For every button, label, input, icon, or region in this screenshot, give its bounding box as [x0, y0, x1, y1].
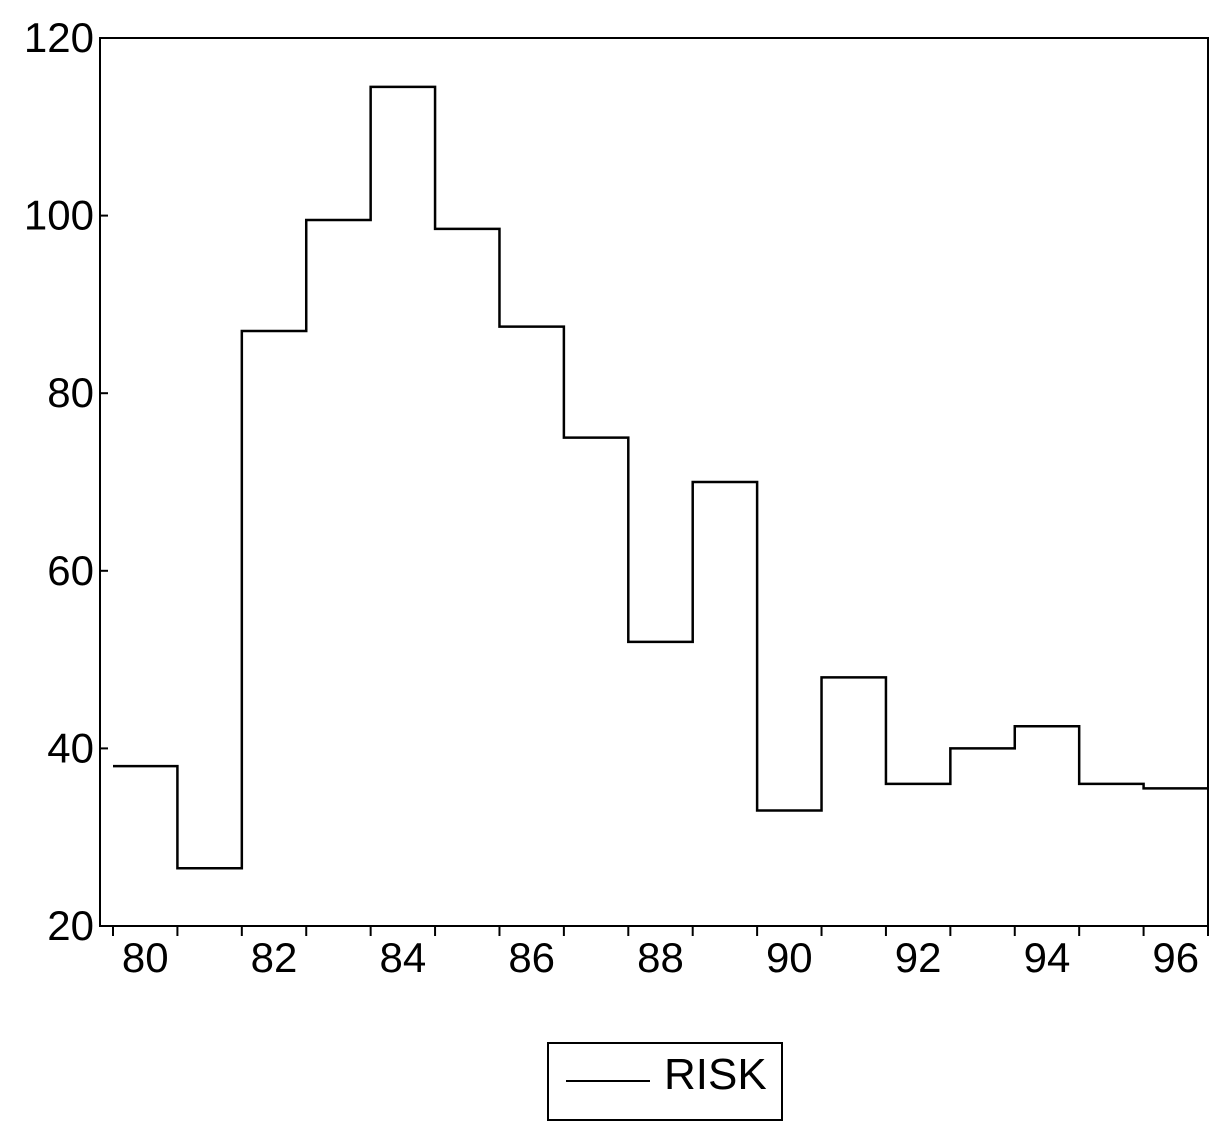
plot-frame	[99, 37, 1209, 927]
x-tick-label: 84	[379, 934, 426, 981]
legend-label-risk: RISK	[664, 1050, 767, 1099]
x-tick-label: 92	[895, 934, 942, 981]
y-tick-label: 20	[47, 902, 94, 949]
y-tick-label: 40	[47, 724, 94, 771]
y-tick-label: 60	[47, 547, 94, 594]
x-tick-label: 88	[637, 934, 684, 981]
x-tick-label: 82	[251, 934, 298, 981]
x-tick-label: 86	[508, 934, 555, 981]
x-tick-label: 80	[122, 934, 169, 981]
x-tick-label: 94	[1024, 934, 1071, 981]
y-tick-label: 80	[47, 369, 94, 416]
y-tick-label: 100	[24, 192, 94, 239]
x-tick-label: 96	[1152, 934, 1199, 981]
legend: RISK	[547, 1042, 783, 1121]
x-tick-label: 90	[766, 934, 813, 981]
series-layer	[113, 85, 1208, 870]
series-line-risk	[113, 85, 1208, 870]
x-axis: 80 82 84 86 88 90 92 94 96	[112, 926, 1209, 981]
plot-border	[99, 37, 1209, 927]
y-tick-label: 120	[24, 14, 94, 61]
y-axis: 20 40 60 80 100 120	[24, 14, 108, 949]
